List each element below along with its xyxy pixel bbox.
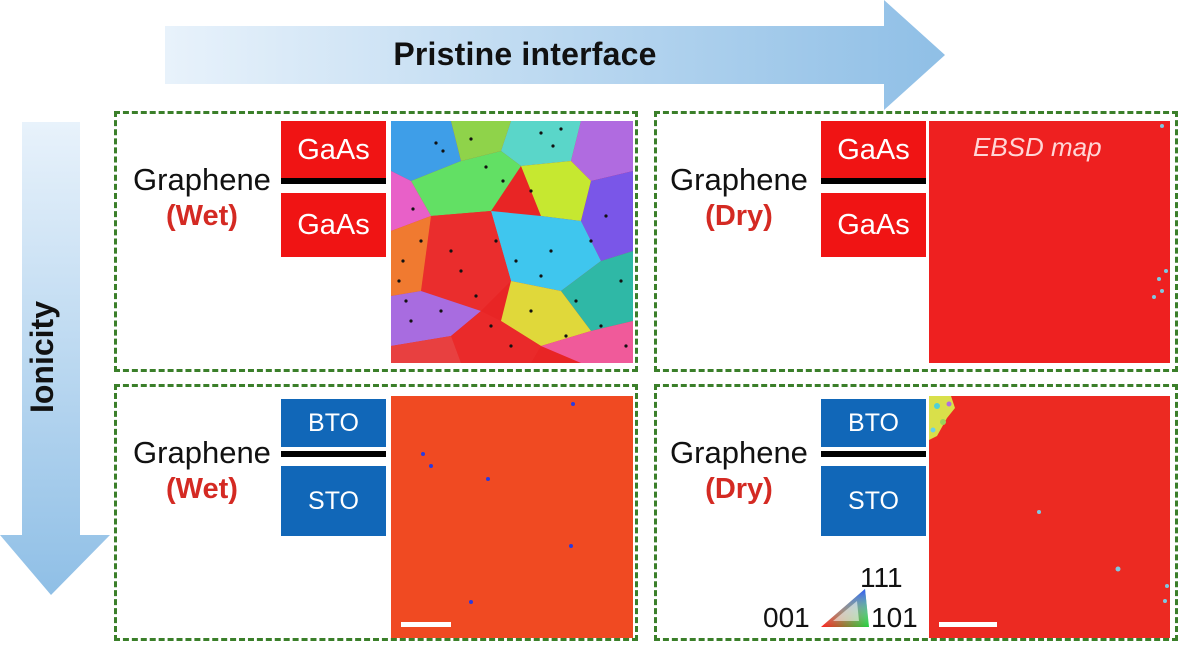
panel-wet-bto: Graphene (Wet) BTO STO xyxy=(114,384,638,641)
condition-label: (Wet) xyxy=(166,200,238,232)
graphene-label: Graphene xyxy=(670,435,808,470)
ionicity-arrow xyxy=(0,122,110,595)
graphene-label: Graphene xyxy=(670,162,808,197)
condition-label: (Dry) xyxy=(705,473,773,505)
ipf-color-triangle xyxy=(821,589,869,627)
graphene-label: Graphene xyxy=(133,435,271,470)
bottom-layer-block: STO xyxy=(281,466,386,536)
legend-001-label: 001 xyxy=(763,602,810,633)
bottom-layer-block: STO xyxy=(821,466,926,536)
graphene-line xyxy=(281,451,386,457)
ebsd-map-wet-gaas xyxy=(391,121,633,363)
condition-label: (Wet) xyxy=(166,473,238,505)
panel-dry-gaas: Graphene (Dry) GaAs GaAs EBSD map xyxy=(654,111,1178,372)
graphene-line xyxy=(821,451,926,457)
legend-101-label: 101 xyxy=(871,602,918,633)
ebsd-map-label: EBSD map xyxy=(973,132,1102,162)
pristine-interface-title: Pristine interface xyxy=(393,36,657,72)
ebsd-map-dry-bto xyxy=(929,396,1170,638)
bottom-layer-block: GaAs xyxy=(281,193,386,257)
scale-bar xyxy=(939,622,997,627)
ebsd-map-dry-gaas xyxy=(929,121,1170,363)
panel-wet-gaas: Graphene (Wet) GaAs GaAs xyxy=(114,111,638,372)
ebsd-map-wet-bto xyxy=(391,396,633,638)
top-layer-block: BTO xyxy=(821,399,926,447)
graphene-line xyxy=(821,178,926,184)
top-layer-block: GaAs xyxy=(281,121,386,179)
top-layer-block: BTO xyxy=(281,399,386,447)
ionicity-label: Ionicity xyxy=(24,301,60,414)
pristine-interface-arrow xyxy=(165,0,945,110)
bottom-layer-block: GaAs xyxy=(821,193,926,257)
graphene-line xyxy=(281,178,386,184)
condition-label: (Dry) xyxy=(705,200,773,232)
panel-dry-bto: Graphene (Dry) BTO STO 111 001 101 xyxy=(654,384,1178,641)
legend-111-label: 111 xyxy=(860,562,903,593)
scale-bar xyxy=(401,622,451,627)
top-layer-block: GaAs xyxy=(821,121,926,179)
graphene-label: Graphene xyxy=(133,162,271,197)
